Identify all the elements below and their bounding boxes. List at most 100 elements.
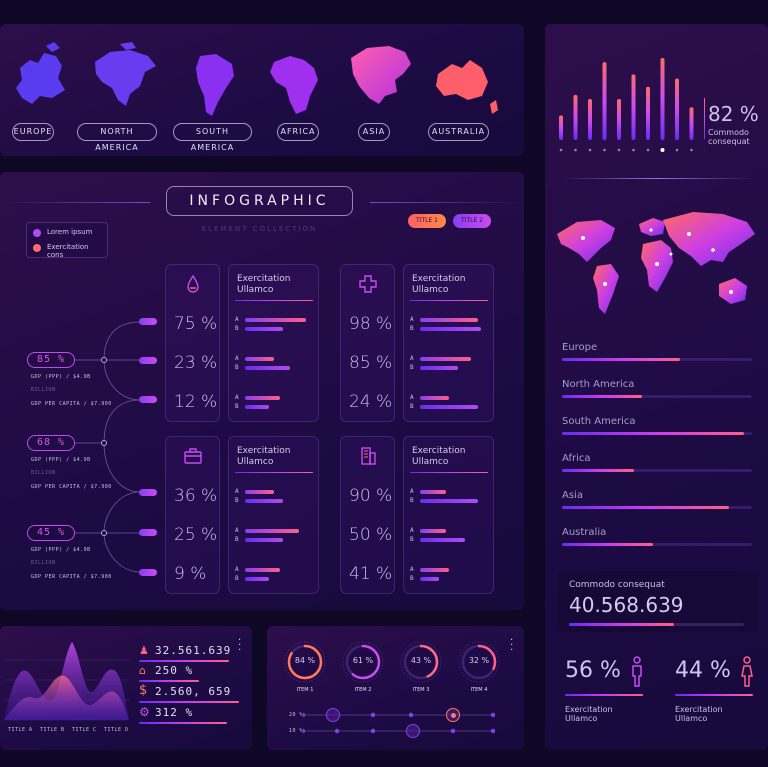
ab-label: A (410, 316, 415, 323)
world-map (557, 212, 755, 314)
node-1[interactable] (139, 318, 157, 325)
ab-bar (245, 568, 280, 572)
top-bar-dot[interactable] (660, 148, 665, 152)
top-bar-dot[interactable] (675, 148, 679, 152)
gauge-value: 32 % (468, 656, 490, 665)
gauge[interactable]: 43 % ITEM 3 (399, 640, 443, 700)
commodo-label: Commodo consequat (569, 580, 665, 590)
top-bar-dot[interactable] (559, 148, 563, 152)
ab-bar (245, 396, 280, 400)
stat-block-title: Exercitation Ullamco (412, 446, 466, 467)
region-track (562, 395, 752, 398)
legend-label-2: Exercitation cons (47, 243, 89, 259)
ab-bar (420, 577, 439, 581)
area-title-c: TITLE C (72, 727, 97, 733)
left-stat-value: 68 % (27, 435, 75, 451)
ab-label: B (235, 497, 240, 504)
ab-bar (420, 357, 471, 361)
stat-block-right (228, 436, 319, 594)
tag-title-1[interactable]: TITLE 1 (408, 214, 446, 228)
stat-block-percent: 85 % (349, 353, 393, 373)
legend-box: Lorem ipsum Exercitation cons (26, 222, 108, 259)
ab-bar (420, 318, 478, 322)
region-bar (562, 358, 680, 361)
stat-block-divider (410, 472, 488, 473)
ab-bar (245, 538, 283, 542)
area-title-d: TITLE D (104, 727, 129, 733)
legend-dot-1 (33, 229, 41, 237)
left-stat-line2: BILLION (31, 470, 56, 476)
continent-label-africa[interactable]: AFRICA (277, 123, 319, 141)
title-line-right (370, 202, 520, 203)
top-bar-dot[interactable] (632, 148, 635, 152)
ab-label: B (235, 575, 240, 582)
ab-bar (420, 405, 478, 409)
gauge[interactable]: 61 % ITEM 2 (341, 640, 385, 700)
continent-label-europe[interactable]: EUROPE (12, 123, 54, 141)
left-stat-line3: GDP PER CAPITA / $7.900 (31, 574, 112, 580)
top-bar-dot[interactable] (617, 148, 621, 152)
more-menu-icon[interactable]: · · · (510, 635, 514, 656)
region-name: Africa (562, 453, 591, 464)
stat-block-right (403, 436, 494, 594)
stat-block-percent: 98 % (349, 314, 393, 334)
gauge[interactable]: 84 % ITEM 1 (283, 640, 327, 700)
top-bar-dot[interactable] (646, 148, 650, 152)
male-icon (632, 656, 642, 687)
drop-icon (183, 274, 203, 294)
gauge-value: 84 % (294, 656, 316, 665)
gauge-label: ITEM 4 (470, 687, 488, 693)
ab-bar (420, 396, 449, 400)
node-3[interactable] (139, 396, 157, 403)
gender-male-bar (565, 694, 643, 696)
stat-block-percent: 24 % (349, 392, 393, 412)
ab-bar (245, 357, 274, 361)
gauge-ring (400, 641, 442, 683)
continent-label-north-america[interactable]: NORTH AMERICA (77, 123, 157, 152)
top-bar-dot[interactable] (603, 148, 606, 152)
gender-female-value: 44 % (675, 658, 731, 683)
region-bar (562, 469, 634, 472)
stat-block-divider (235, 300, 313, 301)
stat-block-percent: 23 % (174, 353, 218, 373)
ab-bar (245, 318, 306, 322)
stat-block-percent: 90 % (349, 486, 393, 506)
slider-thumb-2[interactable] (446, 708, 460, 722)
node-6[interactable] (139, 569, 157, 576)
slider-thumb-3[interactable] (406, 724, 420, 738)
plus-icon (358, 274, 378, 294)
ab-bar (420, 499, 478, 503)
briefcase-icon (183, 446, 203, 466)
female-icon (741, 656, 753, 687)
gauge-ring (284, 641, 326, 683)
top-bar (573, 94, 578, 140)
ab-bar (420, 490, 446, 494)
region-track (562, 543, 752, 546)
commodo-card: Commodo consequat 40.568.639 (557, 571, 757, 633)
gauge[interactable]: 32 % ITEM 4 (457, 640, 501, 700)
commodo-progress (569, 623, 674, 626)
top-bar-dot[interactable] (574, 148, 577, 152)
stat-block-title: Exercitation Ullamco (237, 274, 291, 295)
continent-label-south-america[interactable]: SOUTH AMERICA (173, 123, 252, 152)
region-bar (562, 432, 744, 435)
continent-map-north-america (95, 42, 156, 106)
left-stat-line3: GDP PER CAPITA / $7.900 (31, 484, 112, 490)
slider-thumb-1[interactable] (326, 708, 340, 722)
continent-map-south-america (196, 54, 234, 116)
more-menu-icon[interactable]: · · · (238, 635, 242, 656)
continent-label-australia[interactable]: AUSTRALIA (428, 123, 489, 141)
gender-female-bar (675, 694, 753, 696)
top-bar (704, 97, 705, 140)
node-2[interactable] (139, 357, 157, 364)
continent-label-asia[interactable]: ASIA (358, 123, 390, 141)
node-4[interactable] (139, 489, 157, 496)
top-bar-dot[interactable] (588, 148, 592, 152)
node-5[interactable] (139, 529, 157, 536)
page-subtitle: ELEMENT COLLECTION (201, 225, 318, 233)
top-bar-chart (559, 58, 705, 152)
left-stat-value: 85 % (27, 352, 75, 368)
region-bar (562, 506, 729, 509)
top-bar-dot[interactable] (690, 148, 693, 152)
tag-title-2[interactable]: TITLE 2 (453, 214, 491, 228)
